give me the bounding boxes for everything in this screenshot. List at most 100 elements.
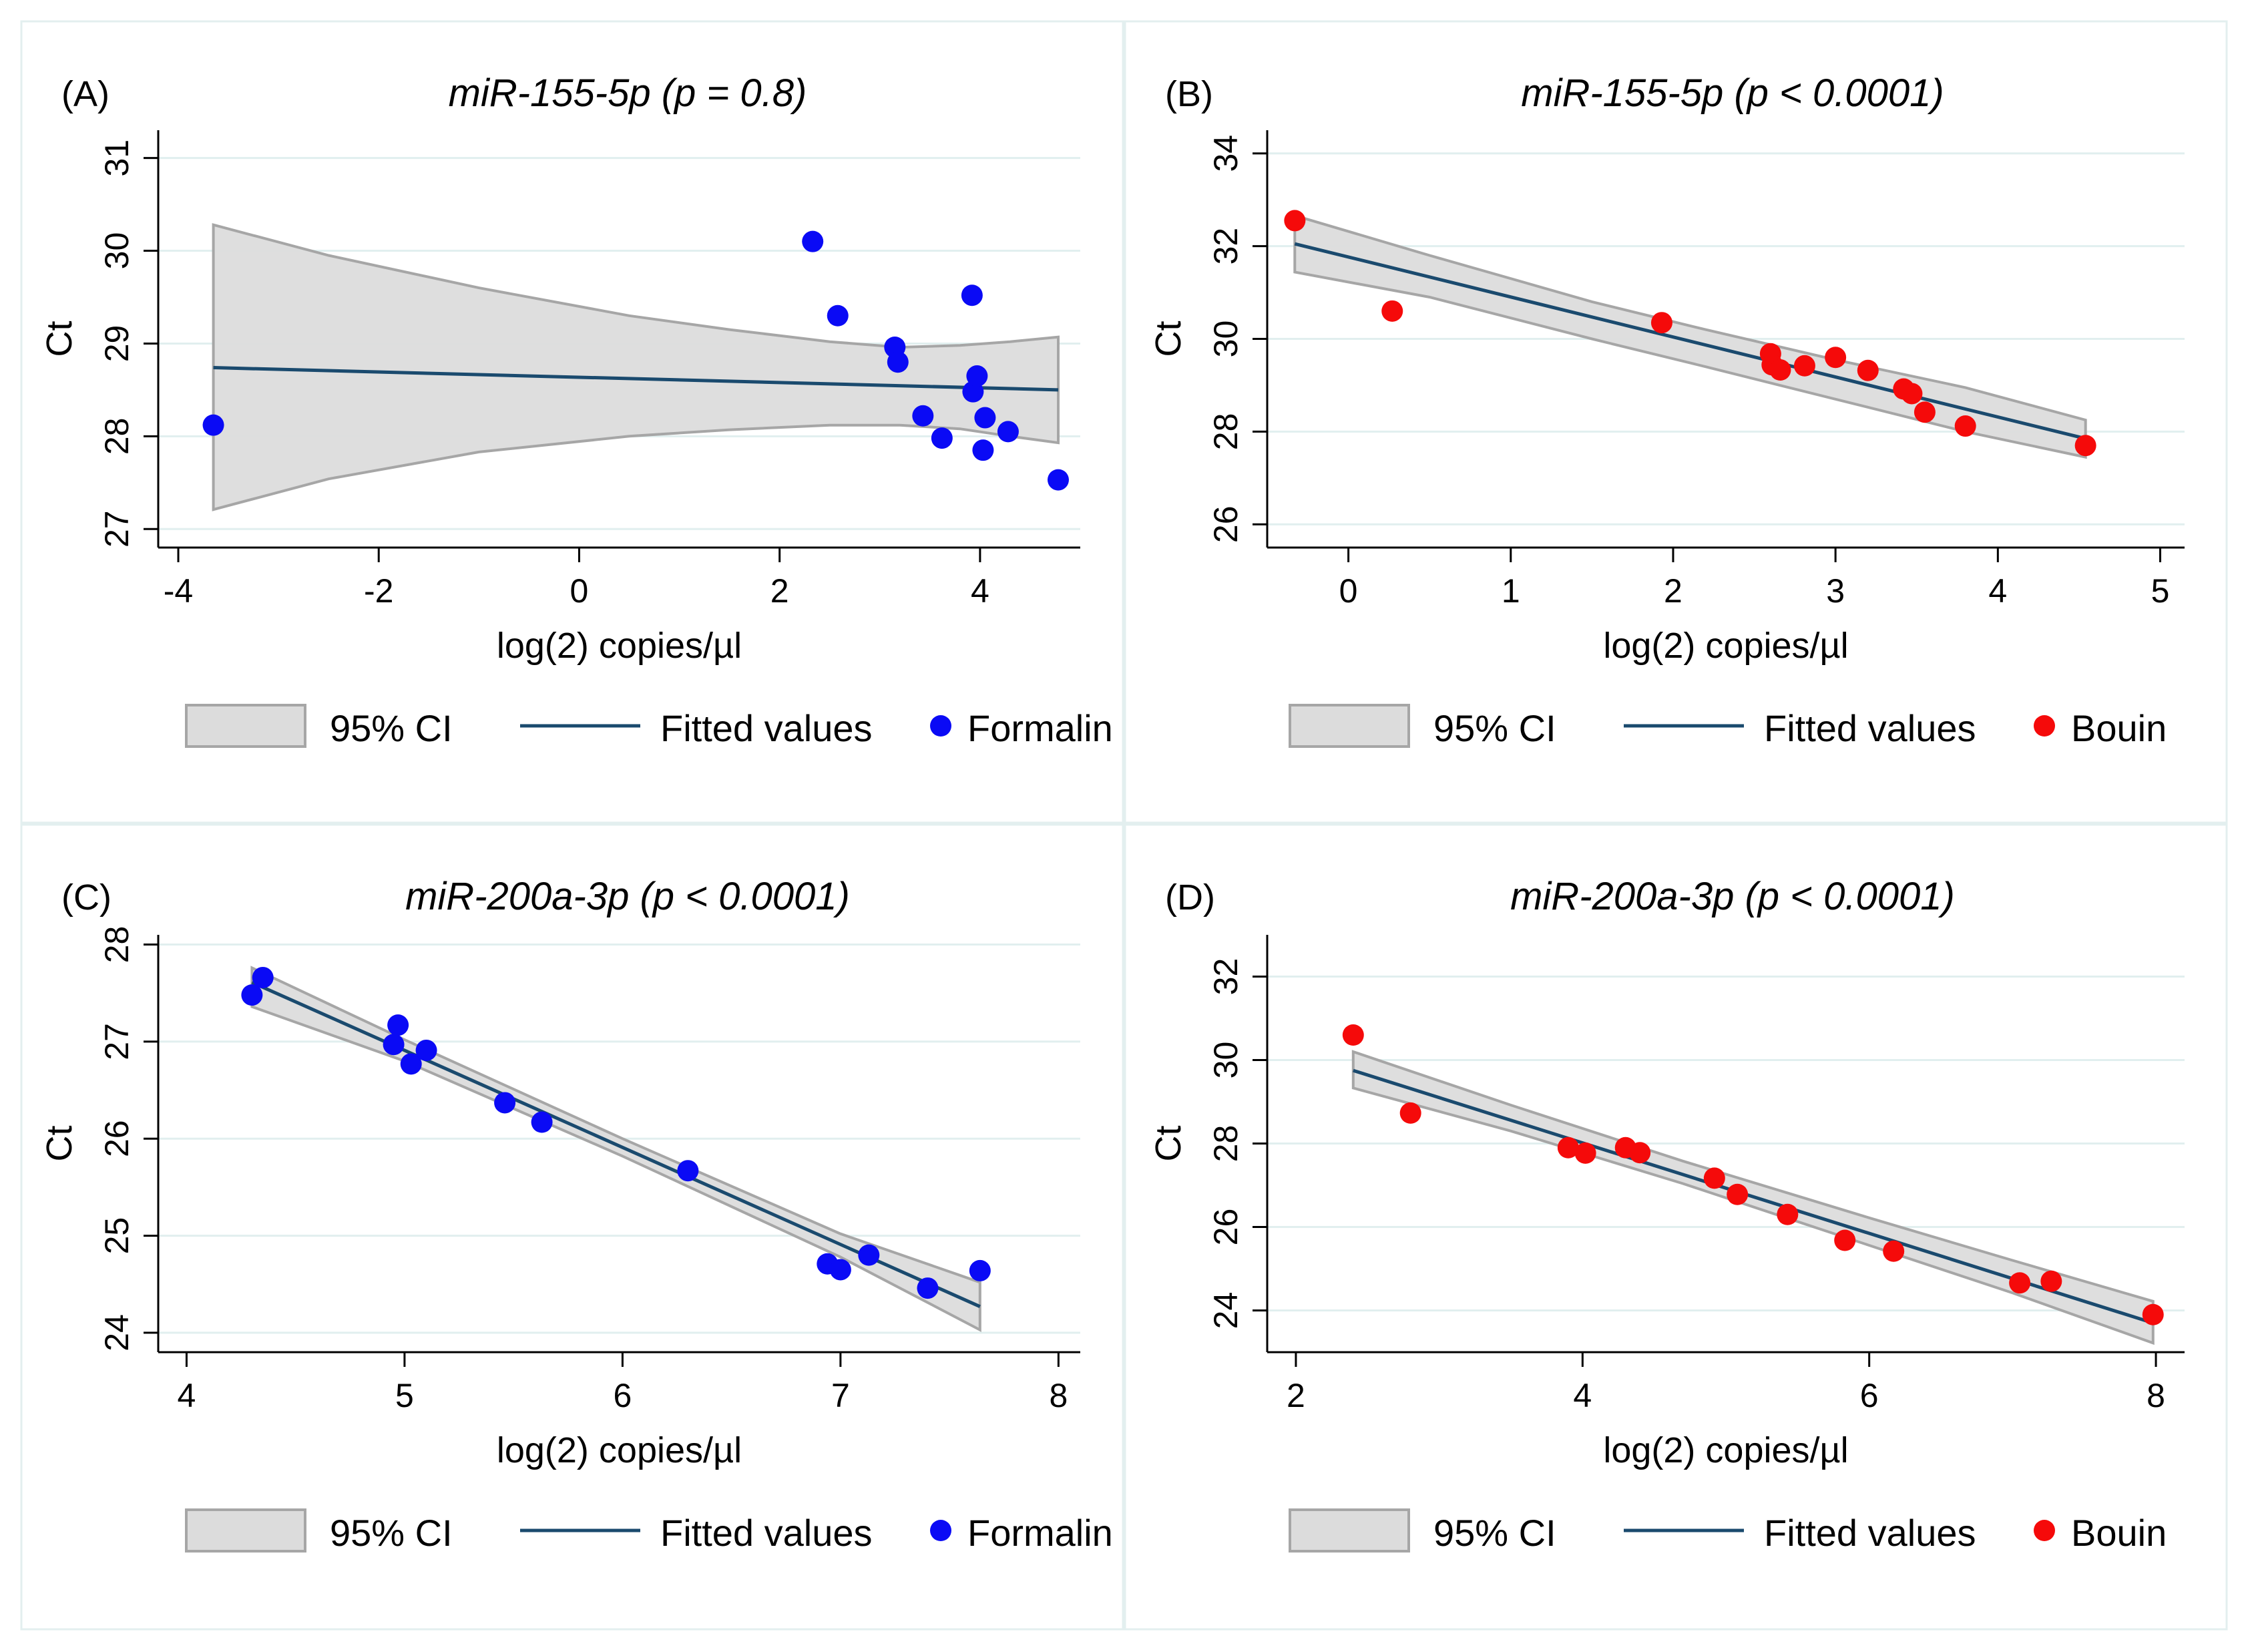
y-axis-title: Ct bbox=[39, 1126, 79, 1162]
legend-fit-label: Fitted values bbox=[660, 1512, 873, 1554]
panel-frame bbox=[20, 823, 1124, 1631]
chart-title: miR-200a-3p (p < 0.0001) bbox=[1510, 875, 1955, 918]
x-tick-label: 4 bbox=[1988, 572, 2007, 610]
y-tick-label: 28 bbox=[1207, 1125, 1245, 1163]
y-tick-label: 30 bbox=[1207, 1042, 1245, 1079]
data-point bbox=[997, 421, 1019, 443]
chart-title: miR-155-5p (p = 0.8) bbox=[449, 71, 807, 115]
x-tick-label: 5 bbox=[2151, 572, 2170, 610]
data-point bbox=[1047, 469, 1069, 491]
y-tick-label: 30 bbox=[1207, 321, 1245, 358]
data-point bbox=[1381, 300, 1403, 322]
y-tick-label: 31 bbox=[98, 140, 136, 177]
data-point bbox=[383, 1034, 405, 1056]
data-point bbox=[1857, 359, 1879, 381]
data-point bbox=[969, 1259, 991, 1281]
data-point bbox=[677, 1160, 699, 1182]
y-tick-label: 34 bbox=[1207, 135, 1245, 172]
data-point bbox=[966, 365, 988, 387]
legend-series-marker bbox=[930, 715, 951, 737]
y-tick-label: 24 bbox=[1207, 1292, 1245, 1329]
legend-series-marker bbox=[2034, 715, 2055, 737]
legend-ci-label: 95% CI bbox=[330, 1512, 453, 1554]
data-point bbox=[858, 1244, 880, 1266]
data-point bbox=[1399, 1102, 1421, 1124]
x-tick-label: 2 bbox=[1287, 1377, 1305, 1414]
data-point bbox=[1883, 1240, 1905, 1262]
chart-panel-c: 4 5 6 7 8 24 25 26 27 28 log(2) copies/µl Ct (C) miR-… bbox=[20, 823, 1124, 1631]
legend-ci-label: 95% CI bbox=[1433, 707, 1556, 749]
y-axis-title: Ct bbox=[1148, 1126, 1188, 1162]
x-tick-label: 3 bbox=[1826, 572, 1845, 610]
y-axis-title: Ct bbox=[1148, 321, 1188, 357]
x-tick-label: 4 bbox=[178, 1377, 196, 1414]
x-tick-label: 4 bbox=[1573, 1377, 1592, 1414]
y-tick-label: 27 bbox=[98, 510, 136, 548]
data-point bbox=[1727, 1183, 1749, 1205]
legend-fit-label: Fitted values bbox=[1764, 707, 1976, 749]
y-tick-label: 26 bbox=[1207, 505, 1245, 543]
y-tick-label: 32 bbox=[1207, 228, 1245, 265]
data-point bbox=[2142, 1303, 2164, 1325]
y-tick-label: 28 bbox=[98, 418, 136, 455]
data-point bbox=[1650, 312, 1672, 334]
y-tick-label: 26 bbox=[98, 1120, 136, 1157]
data-point bbox=[202, 414, 224, 436]
data-point bbox=[252, 966, 274, 988]
data-point bbox=[1793, 355, 1815, 377]
x-axis-title: log(2) copies/µl bbox=[1603, 626, 1848, 666]
y-tick-label: 26 bbox=[1207, 1209, 1245, 1246]
data-point bbox=[2040, 1270, 2062, 1292]
legend-fit-label: Fitted values bbox=[660, 707, 873, 749]
legend: 95% CI Fitted values Bouin bbox=[1289, 704, 2167, 749]
data-point bbox=[1769, 359, 1791, 381]
ci-band bbox=[1293, 214, 2087, 459]
y-tick-label: 29 bbox=[98, 325, 136, 363]
y-tick-label: 28 bbox=[1207, 413, 1245, 451]
x-tick-label: 6 bbox=[1860, 1377, 1879, 1414]
legend-series-label: Formalin bbox=[967, 707, 1113, 749]
y-tick-label: 27 bbox=[98, 1023, 136, 1060]
data-point bbox=[829, 1259, 851, 1281]
data-point bbox=[974, 407, 996, 429]
legend-ci-label: 95% CI bbox=[1433, 1512, 1556, 1554]
data-point bbox=[1901, 383, 1923, 405]
x-axis-title: log(2) copies/µl bbox=[1603, 1430, 1848, 1470]
y-tick-label: 28 bbox=[98, 926, 136, 964]
data-point bbox=[802, 230, 824, 252]
data-point bbox=[1342, 1024, 1364, 1046]
legend-series-label: Bouin bbox=[2071, 1512, 2167, 1554]
data-point bbox=[241, 984, 263, 1006]
x-tick-label: -2 bbox=[364, 572, 393, 610]
data-point bbox=[494, 1092, 516, 1114]
data-point bbox=[1777, 1203, 1799, 1225]
data-point bbox=[1825, 347, 1847, 369]
panel-label: (C) bbox=[61, 877, 111, 917]
legend: 95% CI Fitted values Formalin bbox=[185, 704, 1113, 749]
data-point bbox=[387, 1014, 409, 1036]
x-tick-label: 2 bbox=[770, 572, 789, 610]
chart-title: miR-200a-3p (p < 0.0001) bbox=[405, 875, 850, 918]
data-point bbox=[1284, 210, 1306, 232]
data-point bbox=[1834, 1229, 1856, 1251]
data-point bbox=[887, 351, 909, 373]
legend-fit-label: Fitted values bbox=[1764, 1512, 1976, 1554]
x-tick-label: 8 bbox=[1049, 1377, 1068, 1414]
legend: 95% CI Fitted values Formalin bbox=[185, 1508, 1113, 1554]
legend-ci-swatch bbox=[185, 704, 306, 748]
x-tick-label: 1 bbox=[1502, 572, 1520, 610]
data-point bbox=[972, 439, 994, 461]
legend-ci-swatch bbox=[1289, 704, 1410, 748]
data-point bbox=[400, 1053, 422, 1075]
panel-label: (D) bbox=[1165, 877, 1215, 917]
data-point bbox=[961, 284, 983, 306]
data-point bbox=[1954, 415, 1976, 437]
data-point bbox=[1914, 401, 1936, 423]
x-tick-label: 7 bbox=[831, 1377, 850, 1414]
data-point bbox=[531, 1111, 553, 1133]
data-point bbox=[1703, 1167, 1725, 1189]
data-point bbox=[2009, 1272, 2031, 1294]
x-tick-label: 0 bbox=[570, 572, 589, 610]
x-tick-label: 6 bbox=[613, 1377, 632, 1414]
